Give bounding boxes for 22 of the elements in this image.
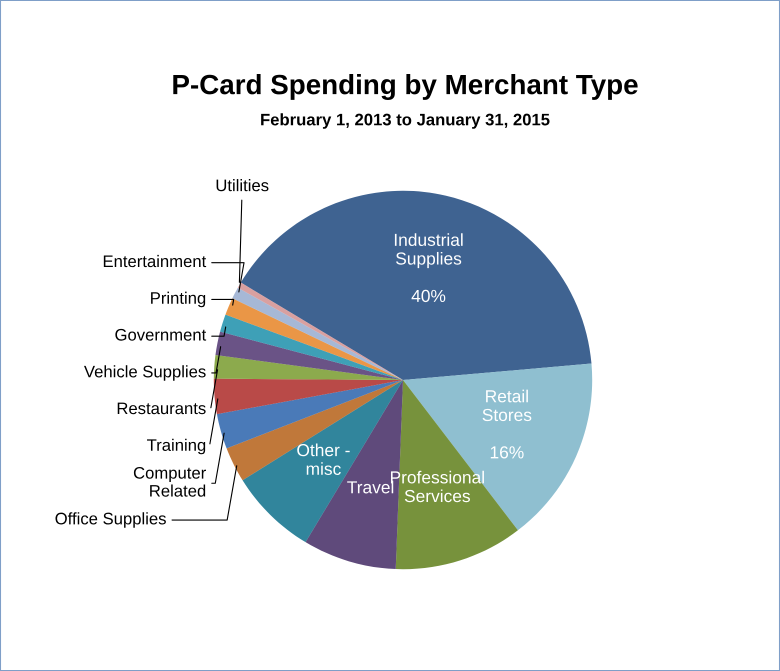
pie-slice xyxy=(220,314,403,380)
slice-label: Computer Related xyxy=(134,466,206,497)
data-label: 40% xyxy=(412,290,446,302)
chart-title: P-Card Spending by Merchant Type xyxy=(173,74,638,100)
slice-label: Other - misc xyxy=(297,444,350,475)
data-label: 16% xyxy=(490,446,524,459)
slice-label: Industrial Supplies xyxy=(394,233,463,268)
slice-label: Restaurants xyxy=(118,402,206,414)
pie-slice xyxy=(214,354,403,380)
slice-label: Office Supplies xyxy=(55,512,166,528)
slice-label: Vehicle Supplies xyxy=(84,365,206,381)
slice-label: Travel xyxy=(347,480,394,494)
slice-label: Training xyxy=(147,438,206,454)
slice-label: Utilities xyxy=(216,179,268,192)
pie-slice xyxy=(215,332,403,380)
chart-subtitle: February 1, 2013 to January 31, 2015 xyxy=(261,113,550,129)
slice-label: Printing xyxy=(151,292,206,308)
slice-label: Retail Stores xyxy=(482,390,532,422)
pie-slice xyxy=(214,378,403,414)
pie-slice xyxy=(240,190,592,380)
slice-label: Entertainment xyxy=(104,254,206,268)
slice-label: Government xyxy=(115,328,206,341)
